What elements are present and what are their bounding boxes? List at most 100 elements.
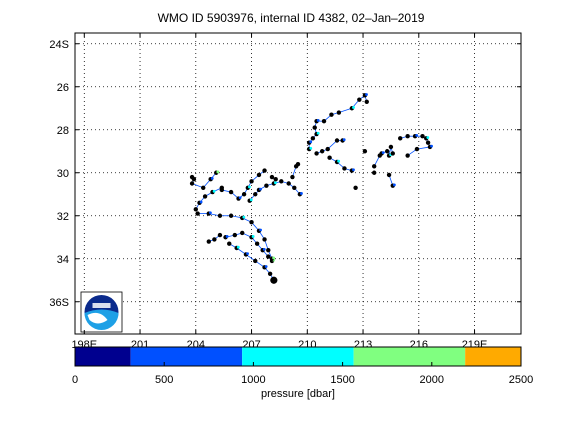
colorbar-tick-label: 0 bbox=[72, 374, 78, 386]
trajectory-point bbox=[414, 146, 420, 152]
trajectory-point-pressure bbox=[259, 187, 262, 191]
colorbar-bin bbox=[130, 347, 243, 366]
trajectory-point bbox=[290, 174, 295, 180]
trajectory-point bbox=[249, 220, 254, 225]
trajectory-point bbox=[321, 118, 327, 124]
trajectory-point bbox=[405, 153, 410, 158]
trajectory-point-pressure bbox=[251, 235, 255, 238]
trajectory-point bbox=[312, 125, 317, 130]
trajectory-point bbox=[253, 192, 258, 197]
trajectory-point bbox=[334, 138, 340, 143]
trajectory-point-pressure bbox=[381, 151, 385, 155]
trajectory-point bbox=[217, 232, 223, 238]
trajectory-point-pressure bbox=[216, 170, 220, 174]
trajectory-point bbox=[249, 179, 254, 184]
trajectory-point bbox=[292, 185, 297, 190]
trajectory-point bbox=[327, 155, 332, 160]
trajectory-point bbox=[364, 99, 369, 105]
trajectory-point bbox=[227, 241, 232, 246]
trajectory-point bbox=[193, 207, 198, 212]
trajectory-point-pressure bbox=[225, 235, 229, 238]
trajectory-point bbox=[371, 164, 377, 169]
trajectory-point bbox=[262, 168, 267, 173]
trajectory-point-pressure bbox=[259, 228, 262, 232]
noaa-logo bbox=[80, 291, 123, 333]
colorbar-bin bbox=[75, 347, 131, 366]
y-tick-label: 28 bbox=[57, 125, 69, 137]
trajectory-point-pressure bbox=[316, 118, 320, 122]
y-tick-label: 24S bbox=[49, 39, 69, 51]
plot-frame bbox=[74, 32, 522, 335]
colorbar-bin bbox=[465, 347, 521, 366]
trajectory-point bbox=[266, 247, 271, 253]
trajectory-point bbox=[329, 112, 334, 117]
colorbar-label: pressure [dbar] bbox=[261, 388, 335, 400]
trajectory-point-pressure bbox=[248, 185, 251, 189]
trajectory-point-pressure bbox=[415, 134, 419, 137]
trajectory-point-pressure bbox=[274, 181, 277, 185]
trajectory-point bbox=[228, 189, 234, 195]
trajectory-point-pressure bbox=[272, 256, 275, 260]
colorbar-tick-label: 500 bbox=[155, 374, 173, 386]
trajectory-point bbox=[336, 110, 342, 115]
trajectory-point bbox=[388, 144, 394, 150]
trajectory-point bbox=[405, 134, 410, 139]
colorbar-frame bbox=[74, 346, 522, 367]
trajectory-point bbox=[254, 241, 260, 246]
trajectory-point bbox=[398, 136, 403, 141]
trajectory-point-pressure bbox=[392, 183, 396, 187]
trajectory-point bbox=[319, 149, 325, 154]
trajectory-point-pressure bbox=[242, 215, 246, 219]
trajectory-point bbox=[273, 177, 278, 182]
colorbar-tick-label: 1500 bbox=[330, 374, 354, 386]
trajectory-point bbox=[314, 151, 319, 156]
trajectory-point-pressure bbox=[238, 196, 242, 200]
trajectory-point-pressure bbox=[352, 106, 355, 109]
y-tick-label: 34 bbox=[57, 254, 69, 266]
trajectory-point bbox=[228, 213, 234, 218]
trajectory-point bbox=[191, 177, 197, 182]
trajectory-point-pressure bbox=[246, 252, 249, 256]
trajectory-point-pressure bbox=[337, 159, 341, 163]
trajectory-point-pressure bbox=[300, 192, 303, 195]
trajectory-point bbox=[256, 172, 262, 178]
trajectory-point bbox=[386, 172, 392, 178]
trajectory-point bbox=[217, 213, 223, 218]
trajectory-point bbox=[342, 166, 347, 171]
trajectory-point bbox=[269, 174, 275, 180]
colorbar-tick-label: 2000 bbox=[420, 374, 444, 386]
trajectory-point bbox=[262, 237, 267, 242]
logo-bird bbox=[87, 312, 108, 324]
trajectory-point-pressure bbox=[426, 136, 430, 139]
trajectory-point bbox=[241, 192, 247, 197]
trajectory-point bbox=[202, 194, 208, 199]
trajectory-point bbox=[201, 185, 206, 190]
trajectory-points bbox=[189, 93, 433, 284]
colorbar-tick-label: 1000 bbox=[241, 374, 265, 386]
y-tick-label: 30 bbox=[57, 168, 69, 180]
trajectory-point-pressure bbox=[199, 200, 203, 204]
trajectory-point bbox=[286, 181, 291, 186]
trajectory-point bbox=[212, 237, 217, 242]
trajectory-point bbox=[219, 187, 225, 193]
trajectory-point-pressure bbox=[262, 247, 266, 251]
trajectory-point bbox=[240, 230, 245, 236]
pressure-colorbar: 0 500 1000 1500 2000 2500 bbox=[72, 346, 533, 386]
trajectory-point bbox=[295, 161, 301, 167]
trajectory-point-pressure bbox=[249, 198, 253, 202]
trajectory-point-pressure bbox=[236, 245, 240, 249]
trajectory-point bbox=[279, 179, 284, 184]
trajectory-point bbox=[385, 149, 390, 154]
trajectory-point-pressure bbox=[264, 265, 268, 268]
trajectory-point-pressure bbox=[365, 93, 368, 96]
axis-ticks: 198E 201 204 207 210 213 216 219E24S26283032343… bbox=[49, 33, 521, 351]
y-tick-label: 32 bbox=[57, 211, 69, 223]
trajectory-point bbox=[253, 258, 258, 264]
trajectory-point bbox=[357, 97, 362, 102]
trajectory-point bbox=[264, 183, 269, 188]
trajectory-point-pressure bbox=[430, 144, 433, 148]
trajectory-point bbox=[232, 232, 238, 238]
trajectory-point-pressure bbox=[342, 138, 346, 142]
colorbar-bin bbox=[242, 347, 354, 366]
